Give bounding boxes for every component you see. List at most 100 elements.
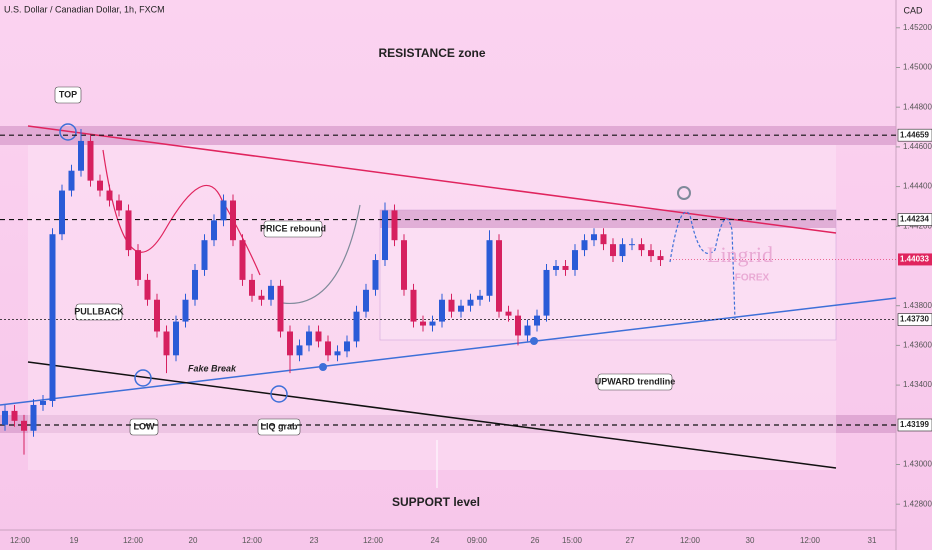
annotation: Fake Break: [188, 363, 237, 373]
x-tick-label: 24: [431, 536, 440, 545]
candle-body: [21, 420, 27, 431]
candle-body: [572, 250, 578, 270]
y-tick-label: 1.45200: [903, 23, 932, 32]
candle-body: [629, 244, 635, 246]
candle-body: [154, 299, 160, 332]
y-tick-label: 1.43600: [903, 341, 932, 350]
candle-body: [135, 250, 141, 280]
x-tick-label: 12:00: [10, 536, 31, 545]
candle-body: [296, 345, 303, 356]
touch-marker: [530, 337, 538, 345]
x-tick-label: 31: [868, 536, 877, 545]
candle-body: [600, 234, 607, 245]
candle-body: [30, 404, 37, 431]
projection: [669, 211, 736, 321]
rebound-curve: [282, 204, 361, 305]
annotation: LIQ grab: [260, 421, 298, 431]
candle-body: [458, 305, 464, 312]
candle-body: [192, 269, 198, 300]
y-tick-label: 1.44800: [903, 102, 932, 111]
candle-body: [201, 240, 208, 270]
candle-body: [163, 331, 170, 356]
candle-body: [182, 299, 189, 322]
candle-body: [344, 341, 350, 352]
annotation: TOP: [59, 89, 77, 99]
last-price-label: 1.44033: [900, 255, 929, 264]
candle-body: [363, 289, 369, 312]
candle-body: [553, 265, 559, 270]
y-tick-label: 1.43400: [903, 380, 932, 389]
candle-body: [258, 295, 265, 300]
candle-body: [144, 279, 151, 300]
candle-body: [543, 269, 550, 316]
candle-body: [401, 240, 407, 290]
candle-body: [116, 200, 122, 211]
y-tick-label: 1.44600: [903, 142, 932, 151]
candle-body: [439, 299, 445, 322]
last-price-tag: [898, 253, 932, 266]
candle-body: [505, 311, 512, 316]
x-tick-label: 15:00: [562, 536, 583, 545]
candle-body: [353, 311, 360, 342]
candle-body: [391, 210, 398, 241]
candle-body: [11, 410, 18, 421]
candle-body: [239, 240, 246, 280]
candle-body: [429, 321, 436, 326]
candle-body: [410, 289, 417, 322]
candle-body: [581, 240, 588, 251]
candle-body: [68, 170, 75, 191]
x-tick-label: 12:00: [363, 536, 384, 545]
chart-title: U.S. Dollar / Canadian Dollar, 1h, FXCM: [4, 4, 165, 14]
support-zone: [0, 415, 896, 433]
candle-body: [420, 321, 426, 326]
candle-body: [306, 331, 312, 346]
level-tag: [897, 128, 932, 142]
label-box: [129, 418, 159, 436]
low-marker: [134, 369, 152, 387]
annotation: PRICE rebound: [260, 223, 326, 233]
candle-body: [211, 220, 217, 241]
y-tick-label: 1.42800: [903, 499, 932, 508]
candle-body: [591, 234, 597, 241]
candle-body: [648, 250, 654, 257]
annotation: LOW: [134, 421, 155, 431]
magnifier-icon: [677, 186, 691, 200]
candle-body: [515, 315, 521, 336]
candle-body: [448, 299, 455, 312]
candle-body: [325, 341, 331, 356]
candle-body: [106, 190, 113, 201]
y-tick-label: 1.43800: [903, 301, 932, 310]
candle-body: [334, 351, 341, 356]
y-tick-label: 1.44200: [903, 221, 932, 230]
top-marker: [59, 123, 77, 141]
candle-body: [97, 180, 103, 191]
candle-body: [524, 325, 531, 336]
candle-body: [87, 140, 94, 181]
level-tag: [897, 418, 932, 432]
candle-body: [40, 400, 46, 405]
candle-body: [220, 200, 227, 221]
x-tick-label: 12:00: [242, 536, 263, 545]
candle-body: [268, 285, 274, 300]
range-box: [379, 209, 837, 341]
candle-body: [467, 299, 474, 306]
x-tick-label: 12:00: [800, 536, 821, 545]
resistance-zone: [0, 126, 896, 145]
level-label: 1.43730: [900, 315, 929, 324]
label-box: [257, 418, 301, 436]
x-tick-label: 26: [531, 536, 540, 545]
candle-body: [78, 140, 84, 171]
touch-marker: [319, 363, 327, 371]
candle-body: [382, 210, 388, 261]
candle-body: [173, 321, 179, 356]
level-tag: [897, 313, 932, 326]
level-tag: [897, 213, 932, 226]
candle-body: [230, 200, 236, 241]
watermark: FOREX: [735, 273, 770, 284]
y-tick-label: 1.43000: [903, 460, 932, 469]
candle-body: [496, 240, 502, 312]
y-tick-label: 1.45000: [903, 63, 932, 72]
level-label: 1.43199: [900, 420, 929, 429]
